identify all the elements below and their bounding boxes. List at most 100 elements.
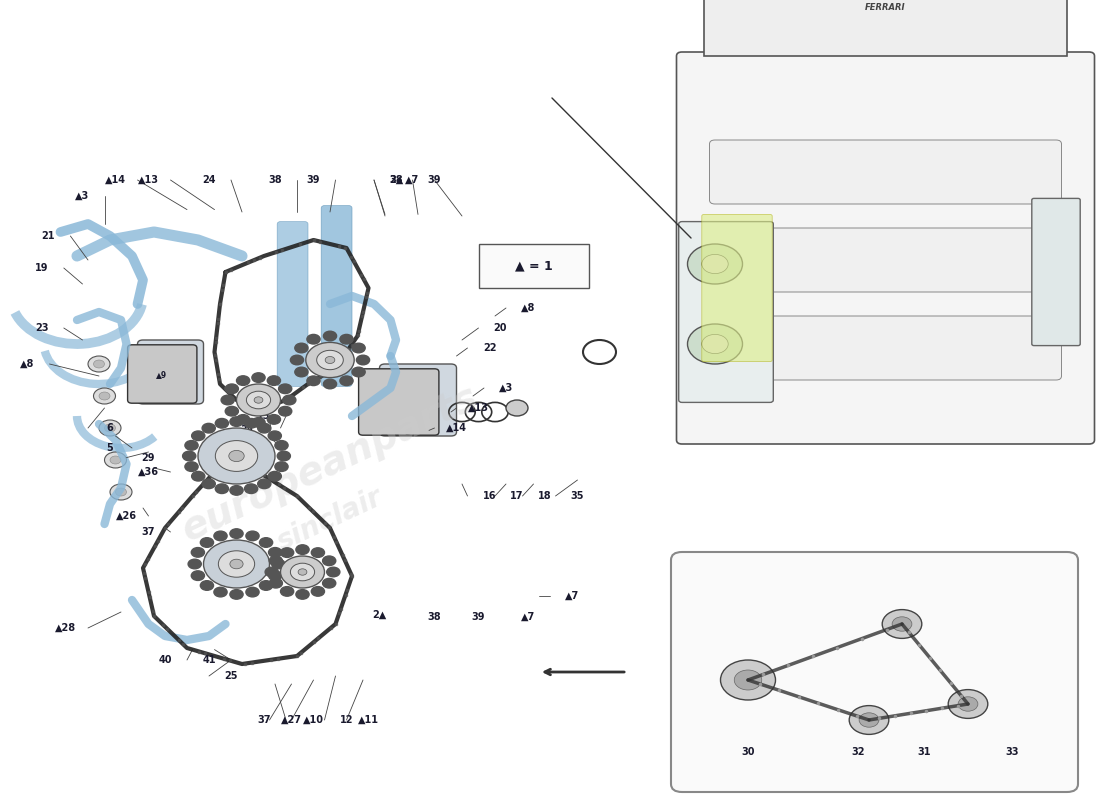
Text: 20: 20 xyxy=(494,323,507,333)
Text: 38: 38 xyxy=(268,175,282,185)
Text: sinclair: sinclair xyxy=(273,483,387,557)
Circle shape xyxy=(327,567,340,577)
FancyBboxPatch shape xyxy=(710,316,1062,380)
Circle shape xyxy=(892,617,912,631)
Circle shape xyxy=(185,441,198,450)
Circle shape xyxy=(88,356,110,372)
Text: 15: 15 xyxy=(257,411,271,421)
Circle shape xyxy=(191,571,205,581)
Text: ▲8: ▲8 xyxy=(20,359,35,369)
Circle shape xyxy=(116,488,127,496)
Circle shape xyxy=(356,355,370,365)
Circle shape xyxy=(216,484,229,494)
FancyBboxPatch shape xyxy=(379,364,456,436)
Circle shape xyxy=(268,431,282,441)
Circle shape xyxy=(200,581,213,590)
Text: ▲3: ▲3 xyxy=(76,191,89,201)
Circle shape xyxy=(254,397,263,403)
Circle shape xyxy=(702,254,728,274)
Circle shape xyxy=(188,559,201,569)
Circle shape xyxy=(280,556,324,588)
Circle shape xyxy=(213,531,227,541)
Text: 19: 19 xyxy=(35,263,48,273)
Circle shape xyxy=(323,379,337,389)
Circle shape xyxy=(246,587,260,597)
Text: 39: 39 xyxy=(428,175,441,185)
Circle shape xyxy=(298,569,307,575)
Circle shape xyxy=(94,388,115,404)
Text: 35: 35 xyxy=(571,491,584,501)
Circle shape xyxy=(198,428,275,484)
Text: 37: 37 xyxy=(142,527,155,537)
Circle shape xyxy=(267,376,280,386)
Circle shape xyxy=(849,706,889,734)
Circle shape xyxy=(230,529,243,538)
Circle shape xyxy=(191,471,205,481)
Text: 38: 38 xyxy=(389,175,403,185)
Circle shape xyxy=(859,713,879,727)
Circle shape xyxy=(322,578,335,588)
Circle shape xyxy=(226,406,239,416)
Circle shape xyxy=(295,367,308,377)
Text: 18: 18 xyxy=(538,491,551,501)
Circle shape xyxy=(265,567,278,577)
Circle shape xyxy=(216,418,229,428)
Circle shape xyxy=(296,590,309,599)
Text: ▲10: ▲10 xyxy=(302,715,324,725)
Circle shape xyxy=(257,479,271,489)
Circle shape xyxy=(218,550,255,578)
Circle shape xyxy=(236,384,280,416)
Text: ▲7: ▲7 xyxy=(406,175,419,185)
Circle shape xyxy=(191,547,205,557)
Circle shape xyxy=(340,376,353,386)
Text: ▲9: ▲9 xyxy=(156,370,167,379)
Circle shape xyxy=(323,331,337,341)
Circle shape xyxy=(340,334,353,344)
Circle shape xyxy=(236,414,250,424)
Circle shape xyxy=(688,244,742,284)
FancyBboxPatch shape xyxy=(478,244,588,288)
Polygon shape xyxy=(704,0,1067,56)
Circle shape xyxy=(307,376,320,386)
Text: FERRARI: FERRARI xyxy=(866,3,905,13)
Text: ▲14: ▲14 xyxy=(446,423,468,433)
Text: 31: 31 xyxy=(917,747,931,757)
Circle shape xyxy=(252,418,265,427)
Text: 32: 32 xyxy=(851,747,865,757)
Circle shape xyxy=(352,343,365,353)
Text: 30: 30 xyxy=(741,747,755,757)
Circle shape xyxy=(317,350,343,370)
Circle shape xyxy=(230,417,243,426)
Circle shape xyxy=(200,538,213,547)
FancyBboxPatch shape xyxy=(676,52,1094,444)
Circle shape xyxy=(275,441,288,450)
Circle shape xyxy=(244,418,257,428)
Circle shape xyxy=(216,441,257,471)
Text: 41: 41 xyxy=(202,655,216,665)
Circle shape xyxy=(280,586,294,596)
Circle shape xyxy=(252,373,265,382)
Circle shape xyxy=(280,548,294,558)
Circle shape xyxy=(720,660,775,700)
Circle shape xyxy=(958,697,978,711)
Text: 34: 34 xyxy=(241,426,254,435)
Circle shape xyxy=(221,395,234,405)
Circle shape xyxy=(275,462,288,471)
Circle shape xyxy=(268,547,282,557)
Circle shape xyxy=(352,367,365,377)
Circle shape xyxy=(230,559,243,569)
Circle shape xyxy=(948,690,988,718)
Circle shape xyxy=(277,451,290,461)
Circle shape xyxy=(311,548,324,558)
Circle shape xyxy=(230,486,243,495)
Text: ▲28: ▲28 xyxy=(55,623,77,633)
Text: ▲ = 1: ▲ = 1 xyxy=(515,260,552,273)
Circle shape xyxy=(204,540,270,588)
Circle shape xyxy=(260,581,273,590)
Circle shape xyxy=(268,571,282,581)
Circle shape xyxy=(322,556,335,566)
FancyBboxPatch shape xyxy=(359,369,439,435)
Circle shape xyxy=(104,424,116,432)
Text: 22: 22 xyxy=(483,343,496,353)
FancyBboxPatch shape xyxy=(710,140,1062,204)
